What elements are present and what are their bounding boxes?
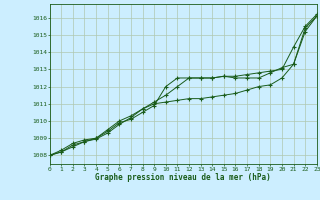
X-axis label: Graphe pression niveau de la mer (hPa): Graphe pression niveau de la mer (hPa) — [95, 173, 271, 182]
